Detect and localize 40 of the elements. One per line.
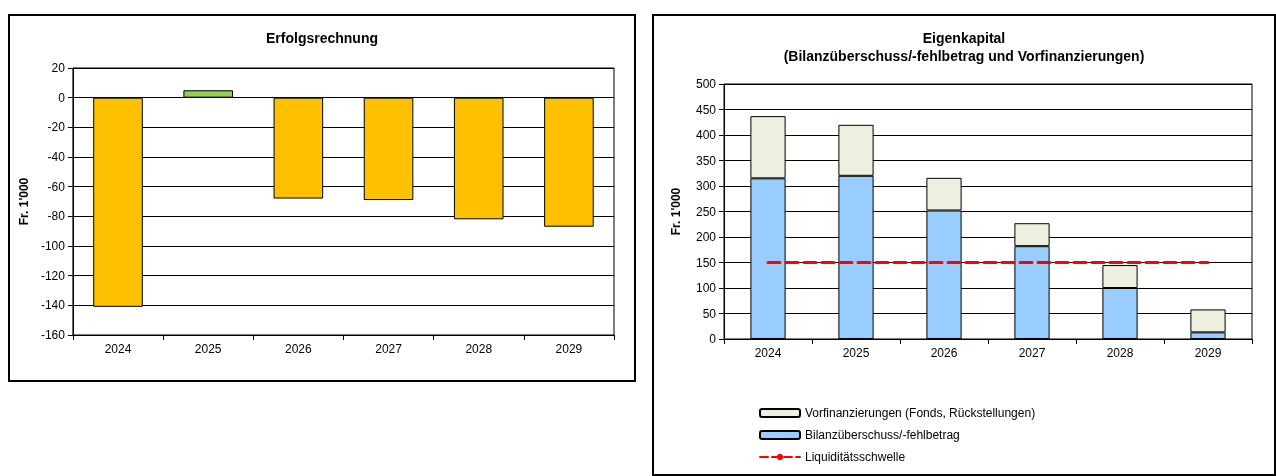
x-tick-label: 2028 <box>1106 346 1134 360</box>
y-tick-label: 400 <box>695 128 717 142</box>
x-tick-label: 2025 <box>194 342 222 356</box>
y-tick-label: -80 <box>47 209 66 224</box>
chart-title: Erfolgsrechnung <box>265 30 379 46</box>
x-tick-label: 2025 <box>842 346 870 360</box>
x-tick-label: 2029 <box>1194 346 1222 360</box>
y-tick-label: 50 <box>702 306 717 321</box>
y-tick-label: 0 <box>58 90 66 105</box>
y-tick-label: -120 <box>40 268 66 283</box>
x-tick-label: 2027 <box>1018 346 1046 360</box>
y-tick-label: -160 <box>40 328 66 342</box>
x-tick-label: 2026 <box>285 342 313 356</box>
y-tick-label: -20 <box>47 120 66 135</box>
y-tick-label: 0 <box>709 332 717 346</box>
legend-label: Bilanzüberschuss/-fehlbetrag <box>805 428 960 442</box>
y-tick-label: 350 <box>695 153 717 168</box>
y-tick-label: 200 <box>695 230 717 244</box>
x-tick-label: 2024 <box>104 342 132 356</box>
x-tick-label: 2026 <box>930 346 958 360</box>
x-tick-label: 2029 <box>555 342 583 356</box>
y-tick-label: -140 <box>40 298 66 313</box>
x-tick-label: 2024 <box>754 346 782 360</box>
y-tick-label: 300 <box>695 179 717 193</box>
y-tick-label: 20 <box>51 61 66 75</box>
y-tick-label: 450 <box>695 102 717 117</box>
y-tick-label: 500 <box>695 77 717 91</box>
y-axis-title: Fr. 1'000 <box>669 187 683 236</box>
y-axis-title: Fr. 1'000 <box>17 177 31 226</box>
y-tick-label: 100 <box>695 281 717 295</box>
x-tick-label: 2027 <box>375 342 403 356</box>
y-tick-label: -60 <box>47 179 66 194</box>
y-tick-label: -40 <box>47 150 66 164</box>
x-tick-label: 2028 <box>465 342 493 356</box>
chart-title: Eigenkapital (Bilanzüberschuss/-fehlbetrag und Vorfinanzierungen) <box>783 30 1145 64</box>
y-tick-label: -100 <box>40 239 66 253</box>
y-tick-label: 250 <box>695 204 717 219</box>
legend-label: Liquiditätsschwelle <box>805 450 906 464</box>
y-tick-label: 150 <box>695 255 717 270</box>
legend-label: Vorfinanzierungen (Fonds, Rückstellungen) <box>805 406 1036 420</box>
